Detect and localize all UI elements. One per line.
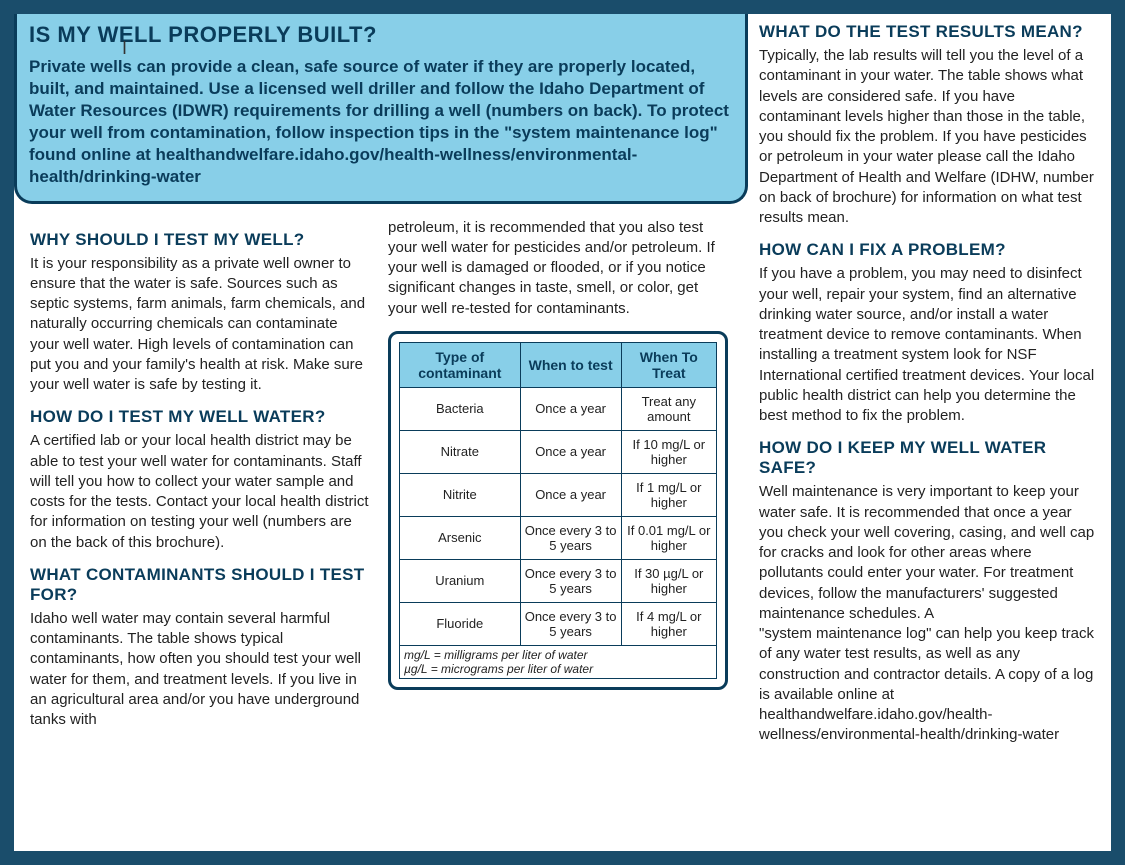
column-right: WHAT DO THE TEST RESULTS MEAN? Typically… <box>759 204 1099 746</box>
table-footnote-row: mg/L = milligrams per liter of water µg/… <box>400 645 717 678</box>
footnote-1: mg/L = milligrams per liter of water <box>404 648 588 662</box>
body-contaminants: Idaho well water may contain several har… <box>30 609 370 731</box>
heading-why-test: WHY SHOULD I TEST MY WELL? <box>30 230 370 250</box>
heading-fix-problem: HOW CAN I FIX A PROBLEM? <box>759 240 1099 260</box>
contaminant-table: Type of contaminant When to test When To… <box>399 342 717 679</box>
heading-how-test: HOW DO I TEST MY WELL WATER? <box>30 407 370 427</box>
table-row: BacteriaOnce a yearTreat any amount <box>400 387 717 430</box>
columns-wrap: WHY SHOULD I TEST MY WELL? It is your re… <box>14 204 1111 851</box>
hero-body: Private wells can provide a clean, safe … <box>29 56 733 189</box>
heading-keep-safe: HOW DO I KEEP MY WELL WATER SAFE? <box>759 438 1099 478</box>
body-fix-problem: If you have a problem, you may need to d… <box>759 264 1099 426</box>
hero-title: IS MY WELL PROPERLY BUILT? <box>29 22 733 48</box>
table-row: ArsenicOnce every 3 to 5 yearsIf 0.01 mg… <box>400 516 717 559</box>
body-keep-safe-2: "system maintenance log" can help you ke… <box>759 624 1099 746</box>
th-when-test: When to test <box>520 342 621 387</box>
body-results-mean: Typically, the lab results will tell you… <box>759 204 1099 229</box>
table-body: BacteriaOnce a yearTreat any amount Nitr… <box>400 387 717 678</box>
body-col2-continuation: petroleum, it is recommended that you al… <box>388 218 728 319</box>
table-row: UraniumOnce every 3 to 5 yearsIf 30 µg/L… <box>400 559 717 602</box>
table-row: NitriteOnce a yearIf 1 mg/L or higher <box>400 473 717 516</box>
table-row: FluorideOnce every 3 to 5 yearsIf 4 mg/L… <box>400 602 717 645</box>
body-why-test: It is your responsibility as a private w… <box>30 254 370 396</box>
body-how-test: A certified lab or your local health dis… <box>30 431 370 553</box>
column-left: WHY SHOULD I TEST MY WELL? It is your re… <box>30 204 370 851</box>
heading-contaminants: WHAT CONTAMINANTS SHOULD I TEST FOR? <box>30 565 370 605</box>
table-row: NitrateOnce a yearIf 10 mg/L or higher <box>400 430 717 473</box>
th-contaminant: Type of contaminant <box>400 342 521 387</box>
body-keep-safe-1: Well maintenance is very important to ke… <box>759 482 1099 624</box>
column-middle: petroleum, it is recommended that you al… <box>388 204 728 851</box>
th-when-treat: When To Treat <box>621 342 716 387</box>
brochure-page: I IS MY WELL PROPERLY BUILT? Private wel… <box>14 14 1111 851</box>
footnote-2: µg/L = micrograms per liter of water <box>404 662 593 676</box>
hero-section: IS MY WELL PROPERLY BUILT? Private wells… <box>14 14 748 204</box>
table-header-row: Type of contaminant When to test When To… <box>400 342 717 387</box>
contaminant-table-wrap: Type of contaminant When to test When To… <box>388 331 728 690</box>
